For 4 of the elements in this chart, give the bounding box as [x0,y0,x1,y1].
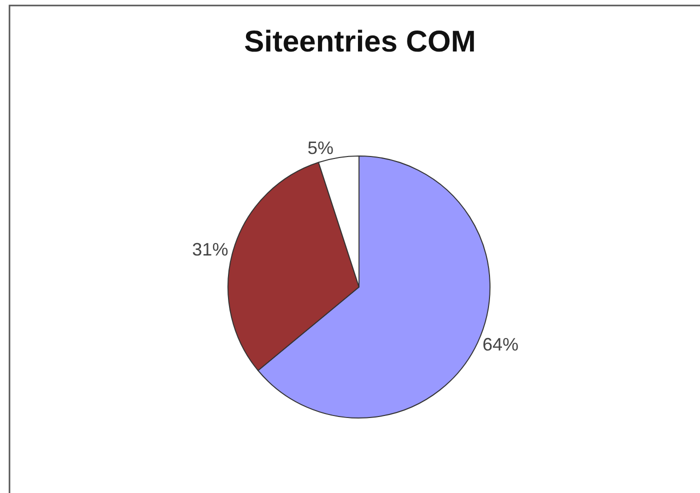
chart-title: Siteentries COM [244,26,476,58]
data-label: 5% [307,138,334,158]
data-label: 31% [192,240,228,260]
data-label: 64% [482,334,519,355]
